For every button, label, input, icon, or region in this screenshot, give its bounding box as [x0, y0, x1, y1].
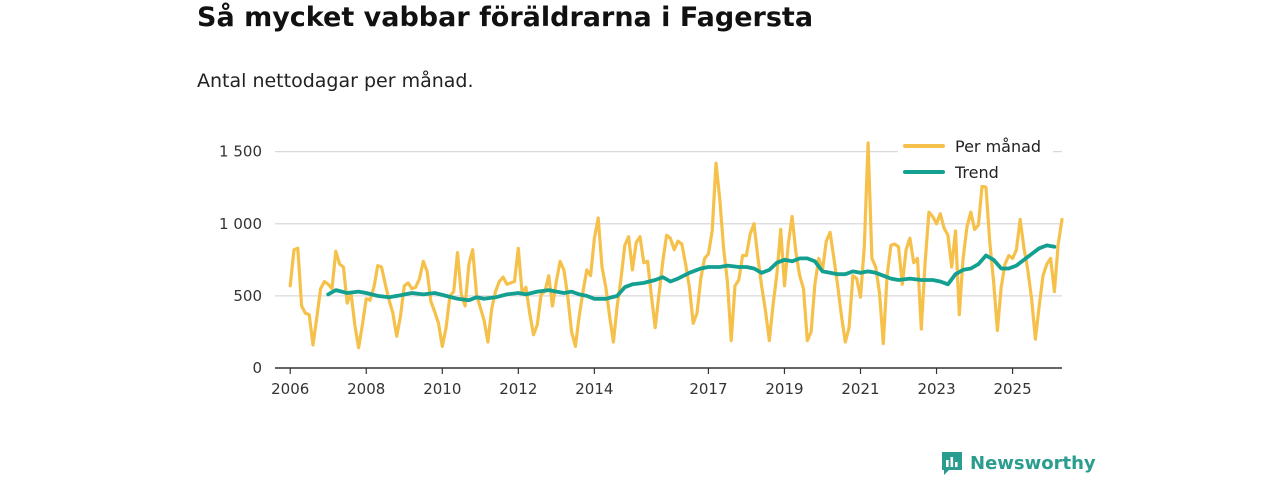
x-tick-label: 2025 [993, 380, 1031, 398]
x-tick-label: 2019 [765, 380, 803, 398]
x-tick-label: 2023 [917, 380, 955, 398]
x-tick-label: 2017 [689, 380, 727, 398]
series-line-per-manad [288, 141, 1064, 350]
brand-logo: Newsworthy [940, 450, 1096, 476]
chart-subtitle: Antal nettodagar per månad. [197, 70, 474, 92]
legend: Per månad Trend [898, 133, 1053, 185]
y-tick-label: 0 [252, 359, 262, 377]
x-tick-label: 2008 [347, 380, 385, 398]
legend-background [898, 133, 1053, 185]
x-tick-label: 2012 [499, 380, 537, 398]
chart-title: Så mycket vabbar föräldrarna i Fagersta [197, 2, 814, 33]
x-tick-label: 2006 [271, 380, 309, 398]
legend-label: Trend [954, 163, 999, 182]
legend-label: Per månad [955, 137, 1041, 156]
x-tick-label: 2014 [575, 380, 613, 398]
y-axis-ticks: 0 500 1 000 1 500 [219, 143, 262, 377]
brand-name: Newsworthy [970, 452, 1096, 474]
series-line-trend [326, 243, 1057, 303]
series-lines [288, 141, 1064, 350]
x-tick-label: 2010 [423, 380, 461, 398]
x-axis-ticks: 2006 2008 2010 2012 2014 2017 2019 2021 2023 2025 [271, 368, 1032, 398]
y-tick-label: 500 [233, 287, 262, 305]
newsworthy-logo-icon [942, 452, 962, 475]
y-tick-label: 1 000 [219, 215, 262, 233]
y-tick-label: 1 500 [219, 143, 262, 161]
x-tick-label: 2021 [841, 380, 879, 398]
